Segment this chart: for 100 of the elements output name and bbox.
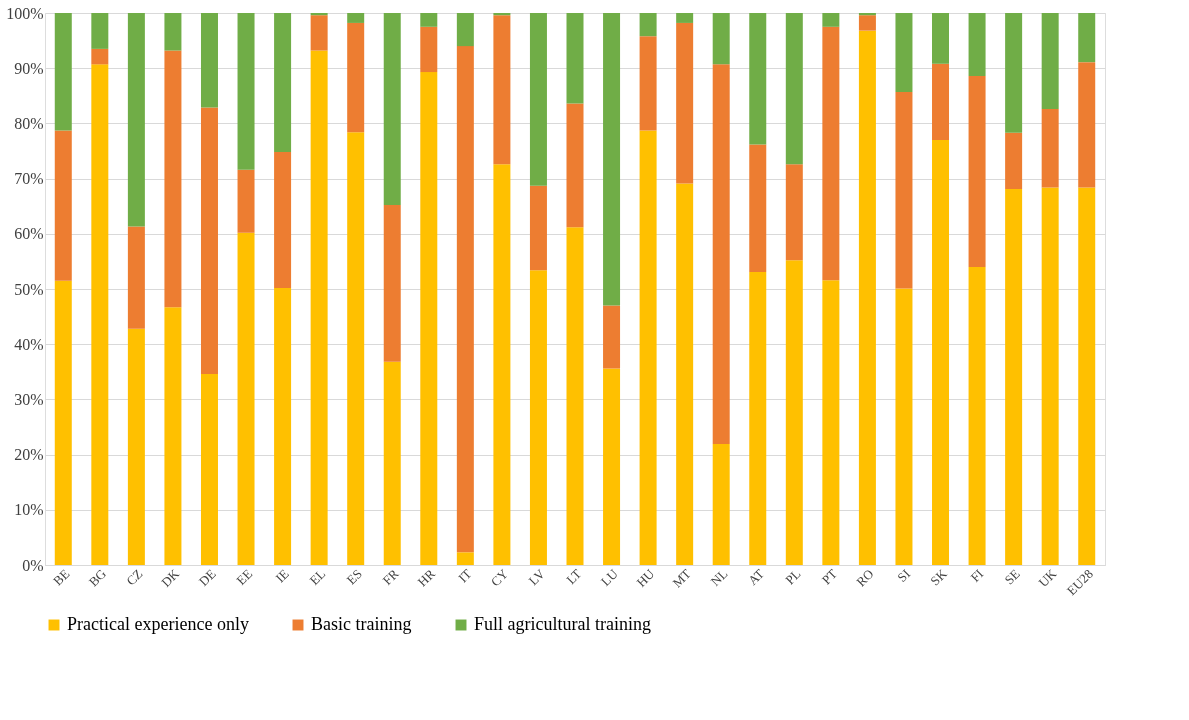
bar <box>932 139 950 565</box>
bar <box>785 164 803 261</box>
bar <box>456 46 474 553</box>
x-tick-label: HU <box>633 565 658 590</box>
bar <box>749 271 767 565</box>
x-tick-label: SI <box>894 566 914 585</box>
x-tick-label: EE <box>233 566 256 588</box>
bar <box>676 22 694 184</box>
bar <box>785 260 803 565</box>
bar <box>164 50 182 308</box>
x-tick-label: DK <box>158 565 183 590</box>
bar <box>91 13 109 49</box>
bar <box>237 169 255 233</box>
bar <box>383 361 401 565</box>
legend-label: Practical experience only <box>67 614 249 634</box>
x-tick-label: RO <box>853 566 877 590</box>
bar <box>712 444 730 565</box>
bar <box>1041 187 1059 565</box>
bar <box>274 287 292 565</box>
bar <box>603 368 621 565</box>
bar <box>127 226 145 329</box>
bar <box>566 227 584 565</box>
x-tick-label: IT <box>455 566 475 586</box>
bar <box>529 270 547 565</box>
bar <box>164 307 182 565</box>
bar <box>895 91 913 289</box>
bar <box>895 288 913 565</box>
bar <box>200 374 218 565</box>
bar <box>1005 13 1023 133</box>
bar <box>932 63 950 140</box>
bar <box>1078 187 1096 565</box>
x-tick-label: HR <box>414 565 439 590</box>
bar <box>1078 62 1096 188</box>
y-tick-label: 80% <box>14 114 44 132</box>
bar <box>749 13 767 145</box>
y-tick-label: 100% <box>6 4 44 22</box>
bar <box>237 13 255 170</box>
bar <box>895 13 913 92</box>
bar <box>274 152 292 288</box>
bar <box>420 13 438 27</box>
bar <box>566 103 584 228</box>
bar <box>347 13 365 23</box>
bar <box>54 130 72 281</box>
bar <box>274 13 292 153</box>
bar <box>383 13 401 206</box>
bar <box>1005 189 1023 565</box>
x-tick-label: FI <box>967 566 987 585</box>
y-tick-label: 60% <box>14 225 44 243</box>
x-tick-label: UK <box>1035 565 1060 590</box>
bar <box>1041 13 1059 110</box>
bar <box>785 13 803 165</box>
bar <box>456 552 474 565</box>
bar <box>968 13 986 76</box>
bar <box>310 15 328 51</box>
bar <box>968 266 986 565</box>
bar <box>822 26 840 281</box>
bar <box>493 15 511 165</box>
y-tick-label: 70% <box>14 170 44 188</box>
bar <box>91 64 109 565</box>
bar <box>237 232 255 565</box>
bar <box>310 50 328 565</box>
x-tick-label: LT <box>563 566 585 588</box>
x-tick-label: PL <box>782 566 804 588</box>
bar <box>529 185 547 271</box>
bar <box>91 48 109 65</box>
x-tick-label: SE <box>1001 566 1023 588</box>
x-tick-label: LV <box>525 565 549 589</box>
bar <box>639 13 657 37</box>
bar <box>456 13 474 47</box>
x-tick-label: CZ <box>123 566 146 589</box>
bar <box>493 164 511 565</box>
bar <box>968 75 986 267</box>
y-tick-label: 10% <box>14 501 44 519</box>
x-tick-label: EL <box>306 566 329 588</box>
bar <box>420 72 438 565</box>
legend-label: Full agricultural training <box>474 614 651 634</box>
bar <box>347 132 365 565</box>
bar <box>347 22 365 133</box>
x-tick-label: MT <box>669 566 694 591</box>
bar <box>529 13 547 186</box>
bar <box>127 13 145 227</box>
bar <box>932 13 950 64</box>
x-tick-label: DE <box>195 566 219 589</box>
y-tick-label: 90% <box>14 59 44 77</box>
x-tick-label: IE <box>272 566 292 586</box>
x-tick-label: LU <box>597 565 622 589</box>
x-tick-label: ES <box>343 566 365 588</box>
bar <box>603 305 621 369</box>
x-tick-label: AT <box>745 566 767 588</box>
bar <box>54 13 72 131</box>
bar <box>420 26 438 73</box>
bar <box>639 130 657 565</box>
y-tick-label: 0% <box>22 556 44 574</box>
bar <box>858 15 876 31</box>
y-tick-label: 20% <box>14 446 44 464</box>
bar <box>1005 132 1023 190</box>
bar <box>712 13 730 65</box>
bar <box>712 64 730 445</box>
x-tick-label: NL <box>707 566 731 589</box>
y-tick-label: 50% <box>14 280 44 298</box>
